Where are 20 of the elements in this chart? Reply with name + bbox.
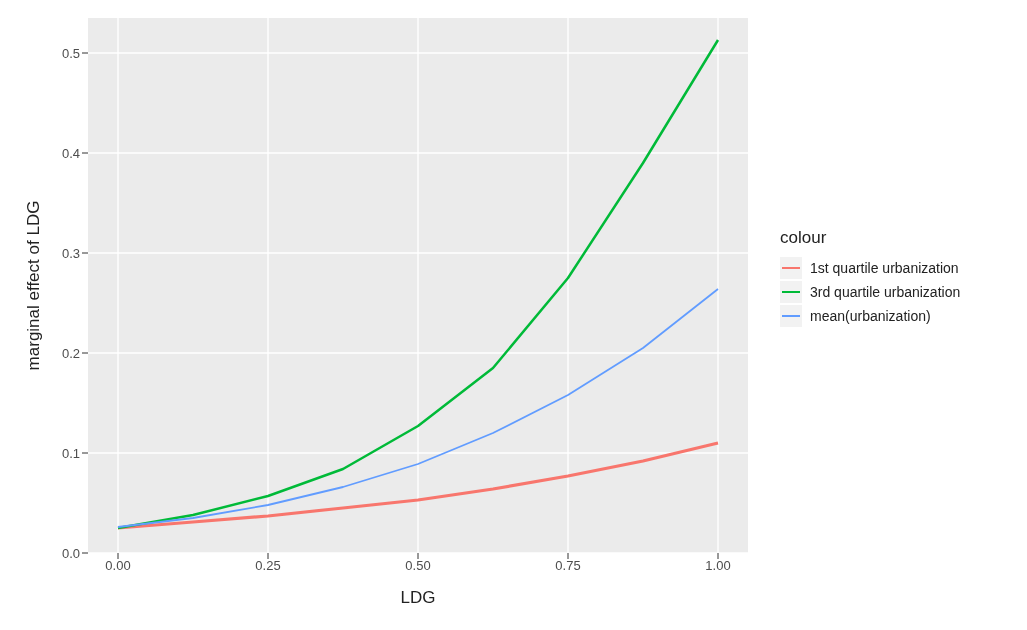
- line-series: [117, 288, 719, 528]
- y-tick-label: 0.4: [61, 145, 80, 161]
- line-series: [116, 441, 720, 530]
- y-tick-label: 0.3: [61, 245, 80, 261]
- x-tick-label: 0.25: [255, 558, 281, 574]
- x-axis-title: LDG: [400, 588, 436, 607]
- y-tick-label: 0.1: [61, 445, 80, 461]
- x-tick-label: 0.50: [405, 558, 431, 574]
- line-series: [116, 38, 720, 530]
- legend-label: mean(urbanization): [810, 308, 931, 324]
- y-axis-title: marginal effect of LDG: [24, 200, 44, 371]
- y-tick-label: 0.0: [61, 545, 80, 561]
- x-tick-label: 0.00: [105, 558, 131, 574]
- legend-label: 3rd quartile urbanization: [810, 284, 961, 300]
- legend-title: colour: [780, 228, 828, 248]
- y-tick-label: 0.5: [61, 45, 80, 61]
- legend-label: 1st quartile urbanization: [810, 260, 959, 276]
- x-tick-label: 1.00: [705, 558, 731, 574]
- x-tick-label: 0.75: [555, 558, 581, 574]
- y-tick-label: 0.2: [61, 345, 80, 361]
